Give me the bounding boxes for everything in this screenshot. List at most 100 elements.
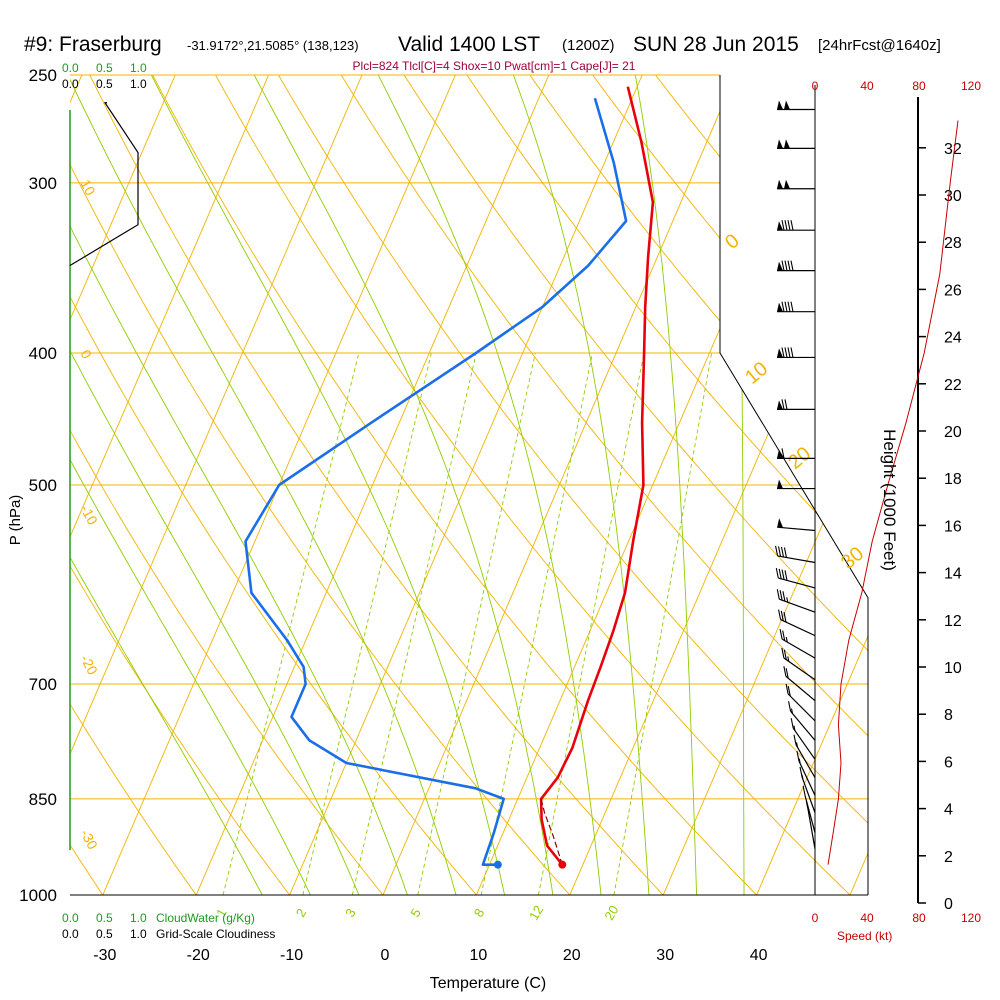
barb-flag [788,701,792,712]
barb-flag [784,399,788,410]
wind-barb [776,589,816,613]
wind-barb [777,100,815,111]
speed-tick-top: 0 [812,79,819,93]
barb-flag [783,649,787,660]
title-zulu: (1200Z) [562,37,615,54]
sounding-series [244,86,655,869]
moist-adiabat-line [70,75,418,895]
isotherm-line [463,75,840,895]
barb-flag [783,611,787,623]
moist-adiabat-line [630,75,698,895]
title-coords: -31.9172°,21.5085° (138,123) [187,38,359,53]
dry-adiabat-line [77,75,691,895]
barb-pennant [777,400,783,410]
isotherm-label: -10 [77,502,101,528]
pressure-tick-label: 500 [29,476,57,495]
x-tick-label: -30 [93,947,116,964]
pressure-tick-label: 400 [29,344,57,363]
cloudiness-label: Grid-Scale Cloudiness [156,927,275,941]
barb-pennant [777,348,783,358]
barb-flag [779,590,783,601]
wind-barb [777,179,815,190]
cloudwater-tick-bottom: 0.0 [62,911,79,925]
height-tick-label: 30 [944,188,962,205]
height-tick-label: 16 [944,518,962,535]
barb-pennant [777,100,783,110]
mixing-ratio-line [302,352,432,895]
height-tick-label: 10 [944,660,962,677]
cloudwater-tick-bottom: 1.0 [130,911,147,925]
barb-pennant [784,100,790,110]
isotherm-label: -20 [77,652,101,678]
adiabat-label: 10 [741,358,772,389]
cloudwater-tick-top: 1.0 [130,61,147,75]
barb-half-flag [790,708,794,714]
barb-flag [790,718,794,729]
barb-flag [778,568,782,579]
barb-flag [781,347,785,358]
pressure-tick-label: 250 [29,66,57,85]
mixing-ratio-label: 8 [471,906,488,920]
mixing-ratio-label: 3 [342,906,359,920]
temperature-line [539,86,655,866]
dry-adiabat-line [264,75,868,895]
moist-adiabat-line [70,75,372,895]
pressure-tick-label: 1000 [19,886,57,905]
mixing-ratio-line [417,352,536,895]
barb-half-flag [785,637,788,643]
barb-flag [780,546,785,558]
dry-adiabat-line [0,51,28,924]
dry-adiabat-lines [0,51,868,924]
barb-flag [781,301,785,312]
barb-flag [802,785,806,797]
wind-barb [793,734,816,778]
isotherm-lines [70,75,868,895]
barb-staff [779,598,816,613]
dry-adiabat-line [139,75,786,895]
barb-staff [792,727,816,760]
barb-half-flag [793,725,796,731]
barb-flag [787,260,791,271]
barb-half-flag [787,656,790,662]
wind-barb [796,750,816,796]
cloudiness-tick-top: 0.0 [62,77,79,91]
barb-staff [777,526,816,532]
wind-barb [785,683,816,722]
moist-adiabat-line [503,75,652,895]
barb-flag [782,591,786,602]
height-tick-label: 24 [944,330,962,347]
barb-flag [782,630,786,641]
cloudiness-profile [69,102,139,267]
title-date: SUN 28 Jun 2015 [633,33,799,56]
barb-staff [787,693,816,722]
barb-flag [775,545,779,557]
cloudiness-tick-top: 1.0 [130,77,147,91]
wind-barb [775,545,816,564]
speed-tick-bottom: 40 [860,911,874,925]
barb-flag [790,220,794,231]
barb-flag [793,734,797,745]
height-tick-label: 0 [944,896,953,913]
barb-half-flag [798,758,801,764]
barb-flag [776,589,780,600]
isotherm-line [370,75,747,895]
barb-staff [777,555,816,564]
mixing-ratio-label: 12 [526,903,546,923]
isobar-lines [70,74,868,896]
barb-flag [778,609,782,620]
isotherm-label: -30 [77,827,101,853]
moist-adiabat-line [241,75,558,895]
barb-staff [790,710,816,741]
barb-flag [775,567,779,579]
barb-staff [783,657,816,681]
barb-pennant [777,221,783,231]
speed-tick-bottom: 120 [961,911,981,925]
moist-adiabat-line [365,75,605,895]
barb-flag [784,347,788,358]
barb-flag [805,801,809,812]
barb-staff [785,675,816,702]
cloudiness-tick-bottom: 0.0 [62,927,79,941]
isotherm-line [70,75,280,895]
pressure-tick-label: 300 [29,174,57,193]
